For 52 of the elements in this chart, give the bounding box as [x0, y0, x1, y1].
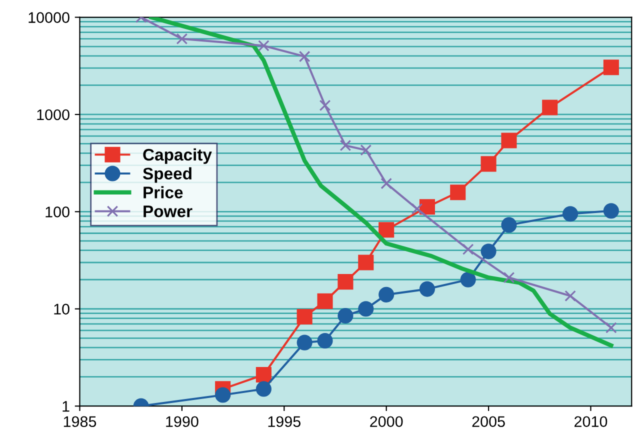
- point: [256, 381, 272, 397]
- point: [338, 308, 354, 324]
- y-tick-label: 1000: [37, 109, 70, 120]
- point: [603, 203, 619, 219]
- point: [419, 281, 436, 297]
- x-tick-label: 2005: [472, 416, 505, 428]
- y-tick-label: 10: [54, 304, 70, 315]
- point: [462, 244, 474, 256]
- legend-label: Speed: [142, 167, 192, 183]
- point: [296, 334, 312, 350]
- point: [296, 308, 312, 325]
- point: [256, 366, 272, 383]
- point: [460, 272, 476, 288]
- legend-label: Power: [144, 206, 192, 218]
- y-tick-label: 1: [62, 401, 70, 412]
- x-tick-label: 1985: [64, 416, 96, 428]
- point: [503, 272, 515, 284]
- point: [340, 140, 352, 152]
- legend-label: Capacity: [143, 148, 212, 164]
- point: [419, 199, 436, 215]
- point: [317, 293, 333, 309]
- point: [258, 40, 270, 52]
- point: [542, 100, 558, 116]
- point: [605, 322, 617, 334]
- point: [603, 60, 619, 76]
- x-tick-label: 1990: [166, 416, 198, 428]
- point: [378, 286, 394, 302]
- point: [358, 254, 374, 270]
- point: [360, 144, 372, 156]
- point: [411, 203, 423, 215]
- point: [215, 387, 231, 403]
- point: [380, 178, 392, 190]
- x-tick-label: 2010: [574, 416, 608, 428]
- legend-label: Price: [144, 186, 183, 198]
- y-tick-label: 10000: [28, 12, 70, 23]
- y-tick-label: 100: [46, 206, 70, 218]
- point: [338, 274, 354, 290]
- point: [562, 206, 578, 222]
- point: [450, 184, 466, 200]
- point: [358, 301, 374, 317]
- point: [564, 290, 576, 302]
- point: [501, 217, 517, 233]
- point: [298, 50, 310, 62]
- point: [378, 222, 394, 238]
- x-tick-label: 2000: [370, 416, 403, 428]
- point: [176, 33, 188, 45]
- point: [319, 100, 331, 112]
- point: [480, 244, 496, 260]
- point: [317, 332, 333, 349]
- point: [480, 156, 496, 172]
- x-tick-label: 1995: [268, 416, 300, 428]
- point: [501, 132, 517, 148]
